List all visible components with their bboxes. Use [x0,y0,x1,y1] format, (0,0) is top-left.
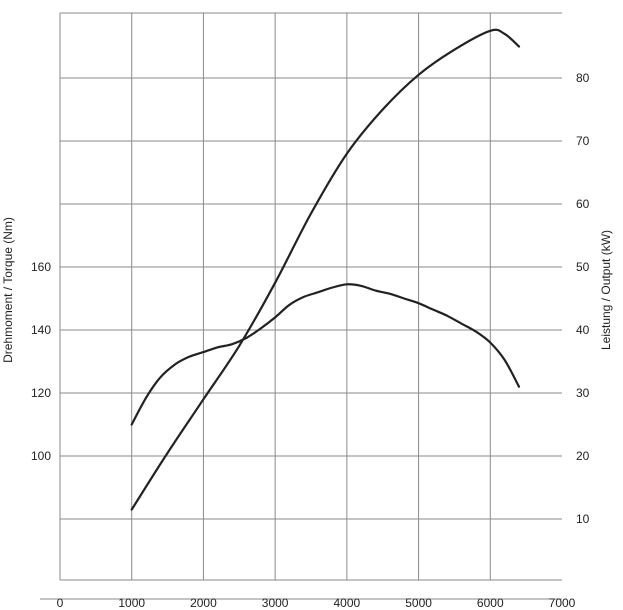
right-axis-title: Leistung / Output (kW) [599,230,613,350]
left-tick-labels: 100 120 140 160 [31,260,51,463]
x-tick-label: 3000 [262,596,289,610]
x-tick-labels: 0 1000 2000 3000 4000 5000 6000 7000 [57,596,576,610]
left-tick-label: 100 [31,449,51,463]
right-tick-label: 40 [576,323,590,337]
x-tick-label: 5000 [405,596,432,610]
x-tick-label: 1000 [118,596,145,610]
right-tick-label: 20 [576,449,590,463]
right-tick-label: 50 [576,260,590,274]
output-curve [130,28,521,511]
right-tick-label: 80 [576,71,590,85]
right-tick-labels: 10 20 30 40 50 60 70 80 [576,71,590,526]
right-tick-label: 60 [576,197,590,211]
right-tick-label: 70 [576,134,590,148]
grid [40,12,562,600]
x-tick-label: 4000 [334,596,361,610]
right-tick-label: 30 [576,386,590,400]
torque-curve [130,283,521,426]
curves [130,28,521,511]
left-axis-title: Drehmoment / Torque (Nm) [1,217,15,363]
x-tick-label: 2000 [190,596,217,610]
x-tick-label: 7000 [549,596,576,610]
left-tick-label: 160 [31,260,51,274]
left-tick-label: 140 [31,323,51,337]
x-tick-label: 6000 [477,596,504,610]
left-tick-label: 120 [31,386,51,400]
x-tick-label: 0 [57,596,64,610]
right-tick-label: 10 [576,512,590,526]
